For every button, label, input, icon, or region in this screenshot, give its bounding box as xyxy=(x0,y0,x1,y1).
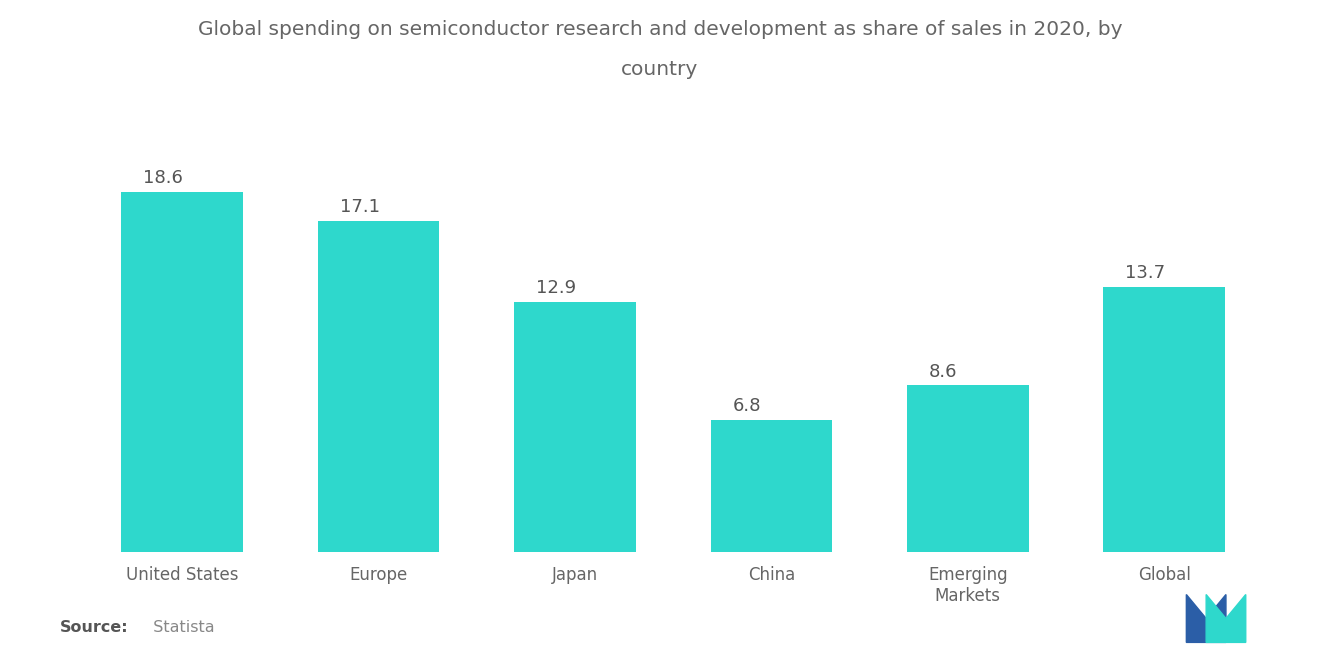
Text: country: country xyxy=(622,60,698,79)
Bar xyxy=(513,302,636,552)
Text: Source:: Source: xyxy=(59,620,128,635)
Text: 8.6: 8.6 xyxy=(929,362,957,380)
Text: 12.9: 12.9 xyxy=(536,279,576,297)
Text: Statista: Statista xyxy=(143,620,214,635)
Bar xyxy=(121,192,243,552)
Text: 17.1: 17.1 xyxy=(339,198,380,216)
Polygon shape xyxy=(1187,595,1226,642)
Text: 6.8: 6.8 xyxy=(733,398,760,416)
Polygon shape xyxy=(1206,595,1246,642)
Text: 18.6: 18.6 xyxy=(143,169,183,187)
Bar xyxy=(710,420,833,552)
Text: 13.7: 13.7 xyxy=(1126,264,1166,282)
Bar xyxy=(318,221,440,552)
Text: Global spending on semiconductor research and development as share of sales in 2: Global spending on semiconductor researc… xyxy=(198,20,1122,39)
Bar xyxy=(1104,287,1225,552)
Bar xyxy=(907,385,1028,552)
